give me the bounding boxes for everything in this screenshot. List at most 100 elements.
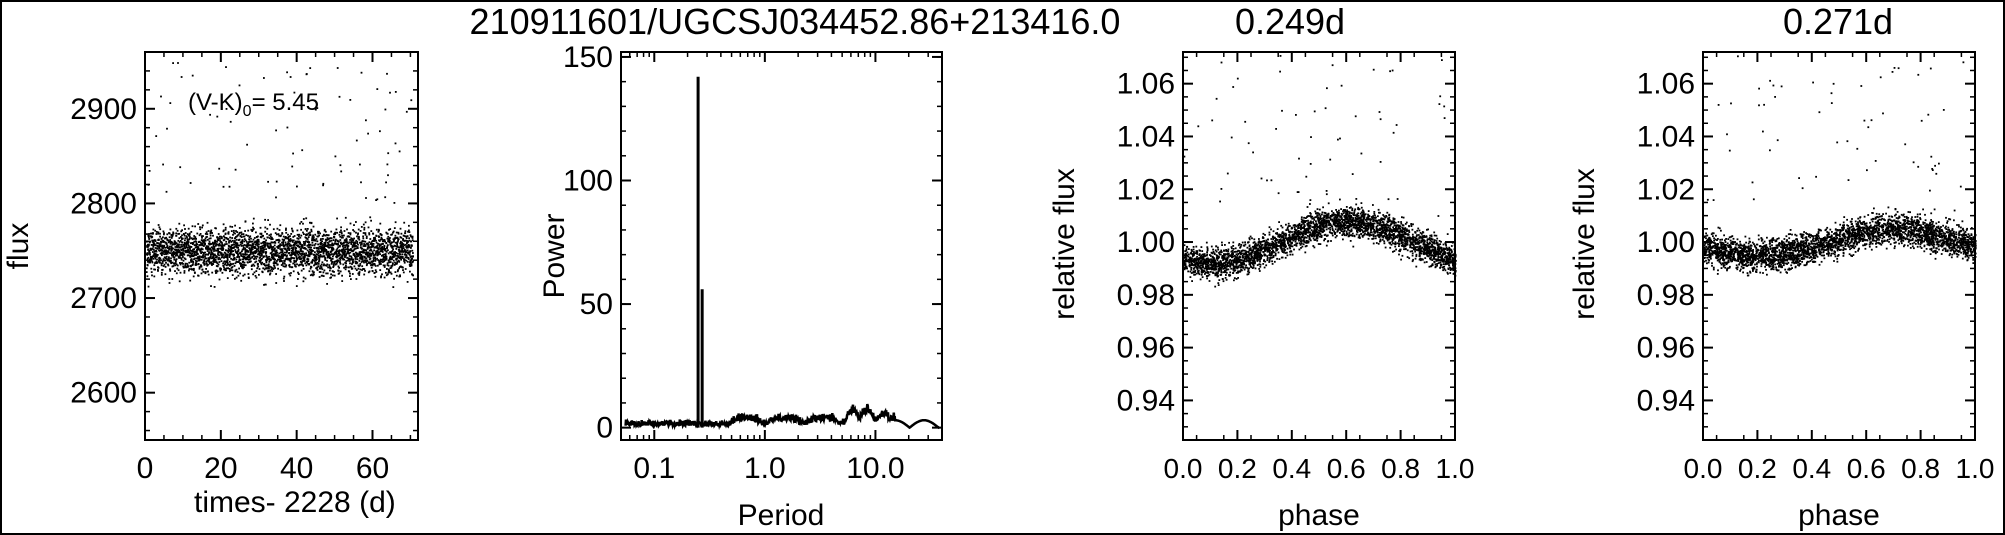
lightcurve-point [372,243,375,245]
lightcurve-point [361,243,363,245]
phase-point [1214,264,1217,267]
phase-point [1353,224,1356,226]
lightcurve-point [190,250,193,252]
lightcurve-point [173,256,176,259]
lightcurve-point [270,233,272,236]
phase-point [1344,210,1346,213]
lightcurve-point [181,254,184,257]
lightcurve-point [380,236,383,239]
lightcurve-point [170,257,172,260]
phase-point [1432,255,1435,258]
lightcurve-point [395,231,398,234]
lightcurve-point [322,184,324,187]
lightcurve-point [230,230,233,232]
lightcurve-point [195,262,197,265]
lightcurve-point [378,244,381,247]
lightcurve-point [265,260,268,263]
lightcurve-point [308,270,311,273]
lightcurve-point [326,237,329,239]
lightcurve-point [215,269,218,272]
lightcurve-point [371,239,374,242]
lightcurve-point [383,244,386,247]
lightcurve-point [330,276,332,279]
lightcurve-point [235,260,238,263]
lightcurve-point [317,232,320,235]
phase-point [1436,237,1439,240]
phase-point [1187,270,1190,273]
phase-point [1343,229,1346,232]
lightcurve-point [225,66,227,68]
lightcurve-point [348,249,351,251]
phase-point [1201,259,1204,261]
lightcurve-point [214,259,217,261]
lightcurve-point [200,252,202,254]
phase-point [1244,120,1247,123]
lightcurve-point [295,244,298,247]
lightcurve-point [353,245,356,248]
phase-point [1316,212,1318,214]
lightcurve-point [266,259,268,261]
lightcurve-point [176,254,179,257]
phase-point [1234,261,1237,264]
lightcurve-point [155,244,157,247]
lightcurve-point [283,239,286,241]
lightcurve-point [254,245,256,248]
lightcurve-point [344,244,347,247]
lightcurve-point [372,258,375,261]
phase-point [1232,241,1235,244]
lightcurve-point [255,251,258,253]
lightcurve-point [360,246,362,249]
phase-point [1355,203,1358,206]
lightcurve-point [224,262,227,265]
lightcurve-point [339,259,342,261]
lightcurve-point [318,260,320,263]
phase-point [1356,213,1359,216]
lightcurve-point [374,236,376,239]
lightcurve-point [163,246,165,248]
lightcurve-point [403,221,406,224]
lightcurve-point [364,270,366,272]
phase-point [1262,246,1265,249]
lightcurve-point [175,232,178,235]
lightcurve-point [181,241,184,244]
lightcurve-point [155,250,158,253]
lightcurve-point [200,235,203,237]
lightcurve-point [317,243,319,246]
plot-frame [620,51,943,441]
lightcurve-point [324,264,327,267]
phase-point [1433,231,1436,234]
lightcurve-point [384,249,387,252]
phase-point [1327,221,1329,224]
color-index-annotation: (V-K)0= 5.45 [188,89,319,120]
lightcurve-point [182,265,185,268]
lightcurve-point [262,244,264,247]
lightcurve-point [200,272,203,275]
lightcurve-point [308,262,311,265]
lightcurve-point [317,230,319,233]
lightcurve-point [178,280,181,283]
phase-point [1431,259,1434,261]
lightcurve-point [313,244,316,247]
lightcurve-point [322,255,325,258]
phase-point [1401,254,1404,257]
lightcurve-point [365,235,368,238]
lightcurve-point [314,239,317,242]
lightcurve-point [240,231,243,234]
lightcurve-point [378,229,380,232]
lightcurve-point [186,236,188,239]
phase-point [1220,61,1223,64]
lightcurve-point [302,259,305,262]
lightcurve-point [351,267,354,270]
lightcurve-point [265,261,268,264]
lightcurve-point [149,261,151,264]
lightcurve-point [400,255,403,258]
lightcurve-point [237,248,240,251]
lightcurve-point [247,234,249,237]
phase-point [1334,236,1337,239]
lightcurve-point [240,245,243,247]
lightcurve-point [177,239,180,242]
lightcurve-point [299,263,302,266]
lightcurve-point [176,245,178,247]
phase-point [1232,86,1235,88]
y-tick-label: 2800 [70,187,137,220]
